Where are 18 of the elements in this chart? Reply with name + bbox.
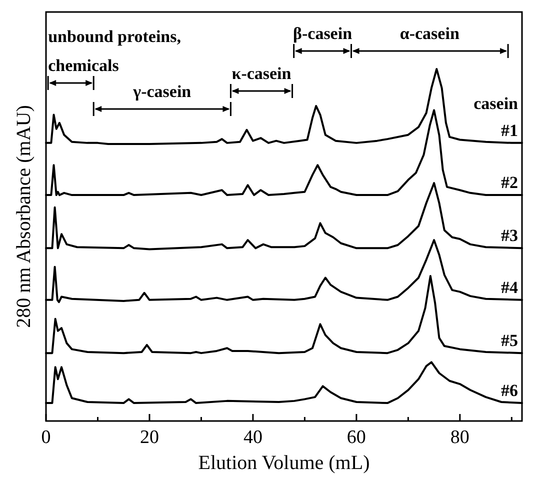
annotation: γ-casein [132,82,192,101]
annotation: casein [474,94,519,113]
x-axis-title: Elution Volume (mL) [198,452,370,474]
x-tick-label: 60 [346,427,366,448]
x-tick-label: 40 [243,427,262,448]
series-label: #5 [501,331,518,350]
series-label: #6 [501,381,518,400]
annotation: κ-casein [232,64,292,83]
x-tick-label: 80 [450,427,470,448]
x-tick-label: 0 [41,427,51,448]
series-label: #2 [501,173,518,192]
x-tick-label: 20 [140,427,159,448]
y-axis-title: 280 nm Absorbance (mAU) [13,105,35,328]
text: β-casein [293,24,353,43]
series-label: #4 [501,278,518,297]
text: α-casein [400,24,460,43]
series-label: #1 [501,120,518,140]
series-label: #3 [501,226,518,246]
